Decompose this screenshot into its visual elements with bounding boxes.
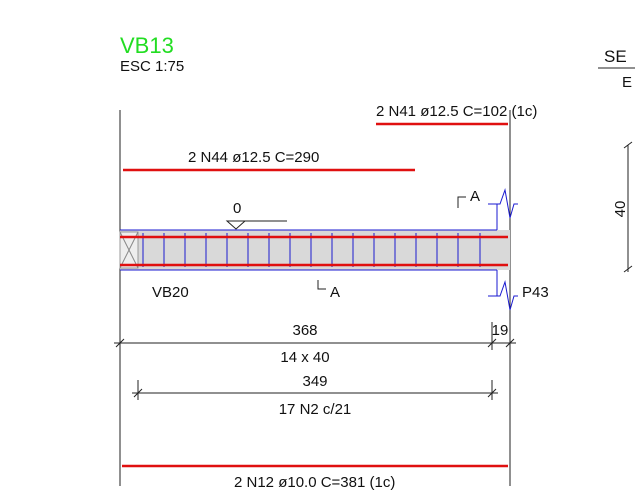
level-mark [225, 220, 247, 230]
dimension: 17 N2 c/21 [279, 401, 352, 418]
support-label: P43 [522, 284, 549, 301]
section-title: SE [604, 47, 627, 66]
dimension-line [623, 141, 633, 273]
section-bracket [317, 280, 326, 290]
dimension: 19 [492, 322, 509, 339]
dimension: 368 [292, 322, 317, 339]
level-label: 0 [233, 200, 241, 217]
dimension-line [132, 380, 498, 400]
stirrups [142, 233, 481, 267]
scale: ESC 1:75 [120, 58, 184, 75]
section-subtitle: E [622, 74, 632, 91]
bar-label: 2 N41 ø12.5 C=102 (1c) [376, 103, 537, 120]
dimension-line [114, 322, 516, 350]
bar-label: 2 N12 ø10.0 C=381 (1c) [234, 474, 395, 491]
support-label: VB20 [152, 284, 189, 301]
column-break [488, 188, 518, 311]
dimension: 14 x 40 [280, 349, 329, 366]
section-bracket [457, 196, 466, 208]
section-mark: A [470, 188, 480, 205]
bar-label: 2 N44 ø12.5 C=290 [188, 149, 319, 166]
dimension: 349 [302, 373, 327, 390]
section-mark: A [330, 284, 340, 301]
beam-title: VB13 [120, 33, 174, 58]
dimension: 40 [612, 201, 629, 218]
